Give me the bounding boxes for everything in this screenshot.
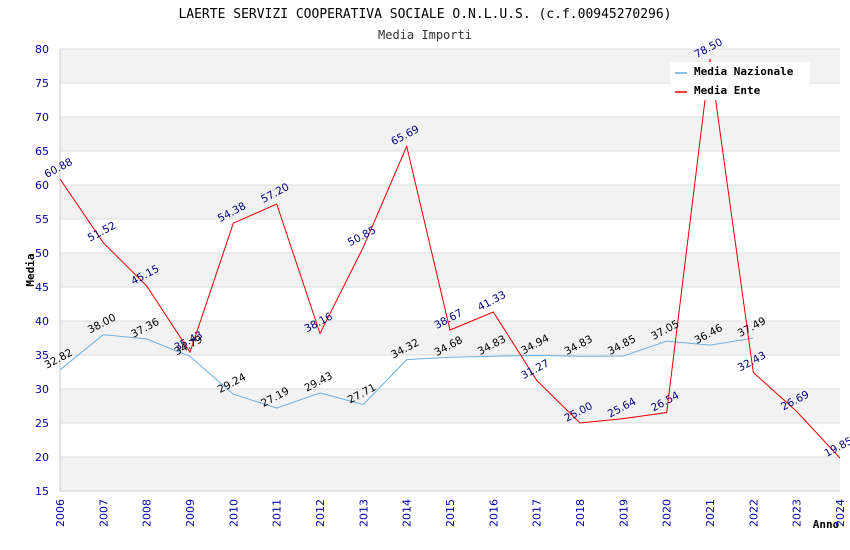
grid-band: [60, 321, 840, 355]
x-tick-label: 2013: [357, 499, 370, 527]
x-axis-label: Anno: [813, 518, 840, 531]
x-tick-label: 2020: [661, 499, 674, 527]
x-tick-label: 2012: [314, 499, 327, 527]
y-tick-label: 20: [35, 451, 49, 464]
y-tick-label: 30: [35, 383, 49, 396]
y-tick-label: 15: [35, 485, 49, 498]
data-label: 50.85: [346, 224, 378, 249]
legend: Media Nazionale Media Ente: [670, 62, 810, 100]
x-tick-label: 2006: [54, 499, 67, 527]
x-tick-label: 2023: [791, 499, 804, 527]
series-line-media-nazionale: [59, 334, 754, 409]
x-tick-label: 2018: [574, 499, 587, 527]
chart-subtitle: Media Importi: [378, 28, 472, 42]
y-tick-label: 40: [35, 315, 49, 328]
x-tick-label: 2007: [97, 499, 110, 527]
grid-lines: [60, 48, 840, 492]
series-lines: [59, 59, 841, 459]
x-tick-label: 2011: [271, 499, 284, 527]
x-tick-label: 2009: [184, 499, 197, 527]
data-label: 60.88: [43, 156, 75, 181]
chart-title: LAERTE SERVIZI COOPERATIVA SOCIALE O.N.L…: [178, 7, 671, 22]
grid-band: [60, 117, 840, 151]
grid-band: [60, 457, 840, 491]
grid-band: [60, 253, 840, 287]
y-tick-label: 60: [35, 179, 49, 192]
grid-band: [60, 185, 840, 219]
data-label: 41.33: [476, 289, 508, 314]
x-tick-label: 2022: [747, 499, 760, 527]
x-tick-label: 2024: [834, 499, 847, 527]
y-tick-label: 25: [35, 417, 49, 430]
x-tick-label: 2016: [487, 499, 500, 527]
x-tick-label: 2015: [444, 499, 457, 527]
x-tick-labels: 2006 2007 2008 2009 2010 2011 2012 2013 2014 2015…: [54, 499, 847, 527]
x-tick-label: 2017: [531, 499, 544, 527]
y-tick-labels: 15 20 25 30 35 40 45 50 55 60 65 70 75 80: [35, 43, 49, 498]
y-tick-label: 45: [35, 281, 49, 294]
y-tick-label: 35: [35, 349, 49, 362]
x-tick-label: 2021: [704, 499, 717, 527]
y-tick-label: 55: [35, 213, 49, 226]
series-line-media-ente: [59, 59, 841, 459]
data-label: 19.85: [823, 435, 850, 460]
grid-bands: [60, 49, 840, 491]
y-tick-label: 65: [35, 145, 49, 158]
x-tick-label: 2008: [141, 499, 154, 527]
y-tick-label: 75: [35, 77, 49, 90]
legend-label-media-ente: Media Ente: [694, 84, 761, 97]
y-tick-label: 80: [35, 43, 49, 56]
legend-box: [670, 62, 810, 100]
x-tick-label: 2014: [401, 499, 414, 527]
x-tick-label: 2010: [227, 499, 240, 527]
y-axis-label: Media: [24, 253, 37, 286]
grid-band: [60, 389, 840, 423]
y-tick-label: 50: [35, 247, 49, 260]
y-tick-label: 70: [35, 111, 49, 124]
x-tick-label: 2019: [617, 499, 630, 527]
legend-label-media-nazionale: Media Nazionale: [694, 65, 794, 78]
